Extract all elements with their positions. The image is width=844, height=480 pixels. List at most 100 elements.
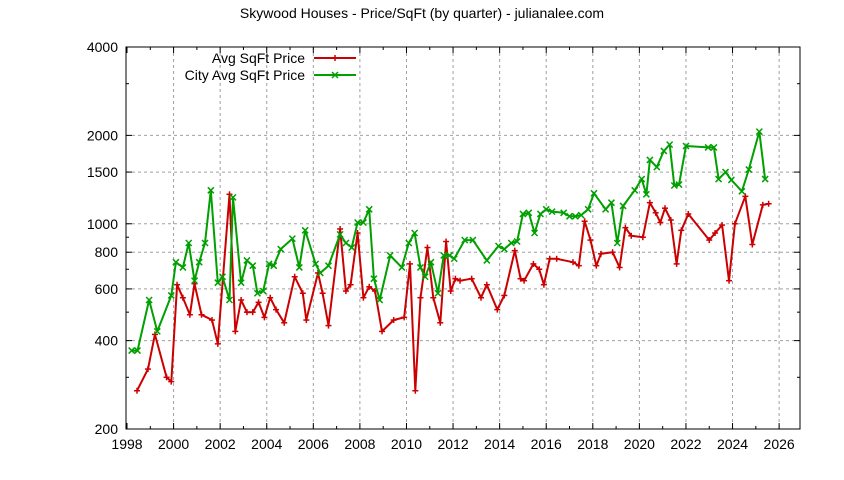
cross-marker <box>619 202 627 210</box>
cross-marker <box>229 193 237 201</box>
cross-marker <box>722 168 730 176</box>
cross-marker <box>133 347 142 355</box>
cross-marker <box>745 166 753 174</box>
cross-marker <box>195 258 203 266</box>
cross-marker <box>607 199 615 207</box>
cross-marker <box>218 273 227 281</box>
data-series <box>128 128 772 394</box>
cross-marker <box>237 279 245 287</box>
x-tick-label: 2000 <box>158 436 189 452</box>
cross-marker <box>376 296 384 304</box>
legend-label: Avg SqFt Price <box>212 50 305 66</box>
cross-marker <box>301 226 309 234</box>
cross-marker <box>434 289 442 297</box>
chart-title: Skywood Houses - Price/SqFt (by quarter)… <box>239 5 605 21</box>
cross-marker <box>704 143 712 151</box>
cross-marker <box>440 251 448 259</box>
cross-marker <box>565 212 574 220</box>
cross-marker <box>421 273 429 281</box>
legend-label: City Avg SqFt Price <box>185 67 306 83</box>
x-tick-label: 2008 <box>344 436 375 452</box>
cross-marker <box>560 209 568 217</box>
cross-marker <box>738 187 746 195</box>
cross-marker <box>265 260 273 268</box>
cross-marker <box>411 229 419 237</box>
cross-marker <box>167 291 175 299</box>
cross-marker <box>324 262 332 270</box>
cross-marker <box>613 239 621 247</box>
cross-marker <box>507 239 515 247</box>
cross-marker <box>331 71 339 79</box>
plot-frame <box>125 46 801 430</box>
x-tick-label: 2014 <box>484 436 515 452</box>
cross-marker <box>405 239 413 247</box>
cross-marker <box>312 260 320 268</box>
y-tick-label: 1000 <box>87 216 118 232</box>
cross-marker <box>172 258 180 266</box>
cross-marker <box>548 208 556 216</box>
cross-marker <box>370 275 378 283</box>
cross-marker <box>365 205 373 213</box>
y-tick-label: 200 <box>95 421 119 437</box>
cross-marker <box>288 235 296 243</box>
y-axis-ticks: 200 400 600 800 1000 1500 2000 4000 <box>87 39 800 437</box>
cross-marker <box>461 236 469 244</box>
cross-marker <box>277 245 285 253</box>
cross-marker <box>531 229 539 237</box>
cross-marker <box>295 263 303 271</box>
x-tick-label: 2006 <box>298 436 329 452</box>
y-tick-label: 600 <box>95 281 119 297</box>
cross-marker <box>755 128 763 136</box>
grid-lines <box>126 47 800 429</box>
cross-marker <box>243 256 251 264</box>
cross-marker <box>675 181 683 189</box>
cross-marker <box>249 262 257 270</box>
cross-marker <box>500 245 508 253</box>
cross-marker <box>646 156 654 164</box>
cross-marker <box>398 263 406 271</box>
x-tick-label: 1998 <box>111 436 142 452</box>
x-tick-label: 2024 <box>717 436 748 452</box>
cross-marker <box>571 212 579 220</box>
axes <box>125 46 801 430</box>
cross-marker <box>359 218 367 227</box>
cross-marker <box>584 205 592 213</box>
cross-marker <box>450 255 458 263</box>
cross-marker <box>386 251 394 259</box>
cross-marker <box>270 262 278 270</box>
cross-marker <box>577 211 585 219</box>
cross-marker <box>631 186 639 194</box>
x-tick-label: 2018 <box>577 436 608 452</box>
cross-marker <box>446 251 454 259</box>
cross-marker <box>590 189 598 197</box>
cross-marker <box>128 347 136 355</box>
cross-marker <box>670 181 678 190</box>
series-city-avg-sqft-price <box>128 128 769 355</box>
cross-marker <box>342 239 350 247</box>
cross-marker <box>513 238 521 246</box>
cross-marker <box>316 269 324 277</box>
cross-marker <box>525 209 533 217</box>
cross-marker <box>416 263 424 271</box>
legend-item: City Avg SqFt Price <box>185 67 356 83</box>
cross-marker <box>191 277 199 285</box>
cross-marker <box>653 163 661 171</box>
cross-marker <box>145 296 153 304</box>
cross-marker <box>666 141 674 149</box>
y-tick-label: 800 <box>95 244 119 260</box>
y-tick-label: 2000 <box>87 127 118 143</box>
cross-marker <box>660 147 668 155</box>
cross-marker <box>469 236 477 244</box>
cross-marker <box>207 186 215 194</box>
cross-marker <box>710 143 718 151</box>
x-tick-label: 2004 <box>251 436 282 452</box>
x-axis-ticks: 1998 2000 2002 2004 2006 2008 2010 2012 2014 2016… <box>111 47 795 452</box>
cross-marker <box>536 210 544 218</box>
cross-marker <box>225 296 234 304</box>
cross-marker <box>214 279 222 287</box>
cross-marker <box>253 289 261 297</box>
y-tick-label: 4000 <box>87 39 118 55</box>
cross-marker <box>179 263 187 271</box>
